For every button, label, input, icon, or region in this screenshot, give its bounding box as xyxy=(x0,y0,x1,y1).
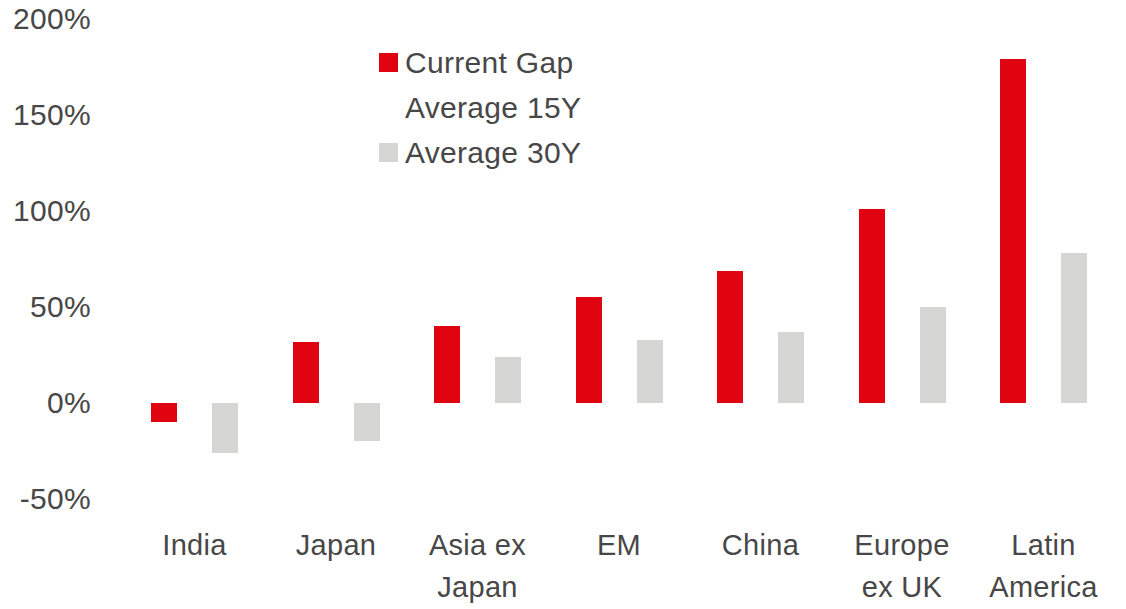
bar-average-30y-japan xyxy=(354,403,380,441)
bar-current-gap-em xyxy=(576,297,602,403)
bar-current-gap-japan xyxy=(293,342,319,403)
bar-current-gap-asia-ex-japan xyxy=(434,326,460,403)
legend-item-current-gap: Current Gap xyxy=(379,40,581,85)
y-axis-tick-label: 150% xyxy=(0,95,91,135)
bar-average-30y-india xyxy=(212,403,238,453)
bar-average-30y-em xyxy=(637,340,663,403)
bar-current-gap-india xyxy=(151,403,177,422)
legend-label-average-15y: Average 15Y xyxy=(405,91,581,125)
bar-current-gap-china xyxy=(717,271,743,403)
bar-chart: 200%150%100%50%0%-50%IndiaJapanAsia ex J… xyxy=(0,0,1126,609)
bar-current-gap-europe-ex-uk xyxy=(859,209,885,403)
bar-average-30y-latin-america xyxy=(1061,253,1087,403)
y-axis-tick-label: 50% xyxy=(0,287,91,327)
legend-item-average-30y: Average 30Y xyxy=(379,130,581,175)
legend-swatch-current-gap-icon xyxy=(379,53,398,72)
bar-average-30y-china xyxy=(778,332,804,403)
legend-label-average-30y: Average 30Y xyxy=(405,136,581,170)
y-axis-tick-label: 0% xyxy=(0,383,91,423)
legend-label-current-gap: Current Gap xyxy=(405,46,573,80)
bar-average-30y-asia-ex-japan xyxy=(495,357,521,403)
y-axis-tick-label: -50% xyxy=(0,479,91,519)
x-axis-category-label: Latin America xyxy=(959,524,1126,608)
legend-swatch-average-30y-icon xyxy=(379,143,398,162)
bar-current-gap-latin-america xyxy=(1000,59,1026,403)
y-axis-tick-label: 200% xyxy=(0,0,91,39)
legend-swatch-average-15y-icon xyxy=(379,98,398,117)
y-axis-tick-label: 100% xyxy=(0,191,91,231)
legend: Current Gap Average 15Y Average 30Y xyxy=(379,40,581,175)
legend-item-average-15y: Average 15Y xyxy=(379,85,581,130)
bar-average-30y-europe-ex-uk xyxy=(920,307,946,403)
